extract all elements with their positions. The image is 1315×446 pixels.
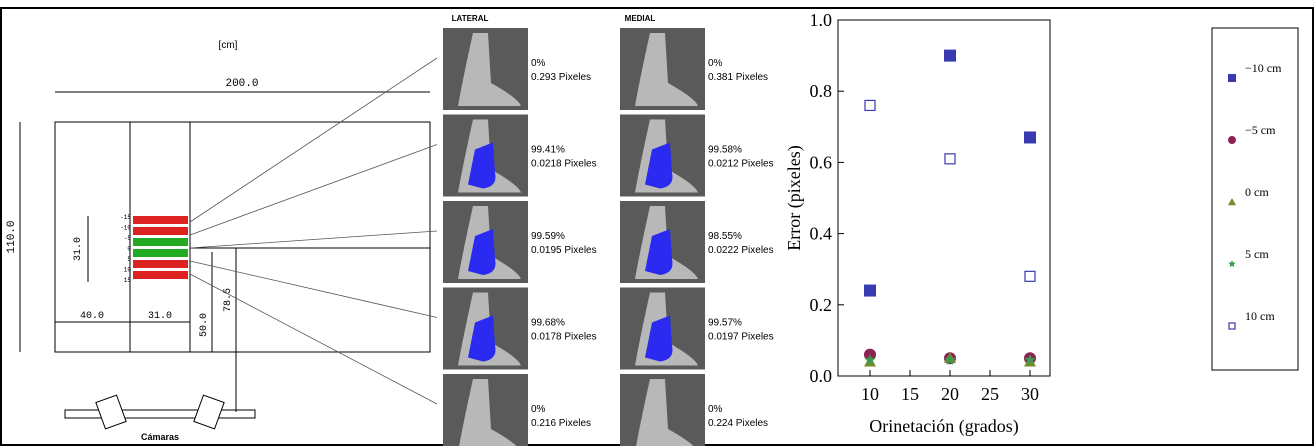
x-tick-label: 15 [901, 384, 919, 404]
figure: [cm] 200.0 110.0 31.0 40.0 31.0 50.0 78.… [0, 0, 1315, 446]
pixels: 0.381 Pixeles [708, 72, 768, 83]
cameras-label: Cámaras [141, 432, 179, 442]
x-tick-label: 25 [981, 384, 999, 404]
dim-label: 110.0 [6, 220, 18, 253]
legend-label: −5 cm [1245, 123, 1276, 137]
percent: 0% [531, 404, 546, 415]
pixels: 0.0195 Pixeles [531, 245, 597, 256]
stripe [133, 249, 188, 257]
percent: 98.55% [708, 231, 742, 242]
camera-bar [65, 410, 255, 418]
legend-marker [1228, 198, 1236, 205]
percent: 99.57% [708, 318, 742, 329]
pixels: 0.293 Pixeles [531, 72, 591, 83]
column-header: MEDIAL [625, 14, 656, 23]
x-tick-label: 10 [861, 384, 879, 404]
pixels: 0.0212 Pixeles [708, 159, 774, 170]
y-tick-label: 0.6 [810, 152, 833, 172]
percent: 99.41% [531, 145, 565, 156]
dim-label: 31.0 [148, 311, 172, 322]
leader-line [190, 274, 437, 404]
point [1024, 131, 1036, 143]
legend-label: 10 cm [1245, 309, 1275, 323]
percent: 0% [708, 404, 723, 415]
y-tick-label: 0.4 [810, 224, 833, 244]
percent: 0% [531, 58, 546, 69]
leader-line [190, 145, 437, 236]
legend-marker [1228, 260, 1236, 267]
point [1025, 271, 1035, 281]
offset-label: 5 [127, 256, 131, 263]
percent: 99.68% [531, 318, 565, 329]
unit: [cm] [219, 40, 238, 51]
percent: 99.59% [531, 231, 565, 242]
point [865, 100, 875, 110]
offset-label: 10 [124, 267, 132, 274]
point [945, 154, 955, 164]
dim-label: 78.5 [223, 288, 234, 312]
offset-label: -15 [120, 214, 131, 221]
y-tick-label: 0.2 [810, 295, 833, 315]
stripe [133, 238, 188, 246]
plot-frame [838, 20, 1050, 376]
room [55, 122, 430, 352]
y-axis-label: Error (pixeles) [784, 145, 805, 250]
offset-label: 15 [124, 277, 132, 284]
offset-label: -10 [120, 225, 131, 232]
percent: 0% [708, 58, 723, 69]
y-tick-label: 0.8 [810, 81, 833, 101]
stripe [133, 216, 188, 224]
dim-label: 50.0 [199, 313, 210, 337]
x-tick-label: 20 [941, 384, 959, 404]
pixels: 0.216 Pixeles [531, 418, 591, 429]
legend-label: 0 cm [1245, 185, 1269, 199]
point [864, 285, 876, 297]
offset-label: -5 [124, 235, 132, 242]
legend-label: −10 cm [1245, 61, 1282, 75]
legend-marker [1228, 74, 1236, 82]
pixels: 0.224 Pixeles [708, 418, 768, 429]
leader-line [190, 231, 437, 248]
legend-marker [1229, 323, 1235, 329]
stripe [133, 271, 188, 279]
stripe [133, 260, 188, 268]
y-tick-label: 1.0 [810, 10, 833, 30]
y-tick-label: 0.0 [810, 366, 833, 386]
legend-marker [1228, 136, 1236, 144]
dim-label: 200.0 [225, 78, 258, 90]
x-tick-label: 30 [1021, 384, 1039, 404]
camera [194, 395, 224, 429]
offset-label: 0 [127, 246, 131, 253]
percent: 99.58% [708, 145, 742, 156]
stripe [133, 227, 188, 235]
pixels: 0.0178 Pixeles [531, 332, 597, 343]
dim-label: 40.0 [80, 311, 104, 322]
pixels: 0.0218 Pixeles [531, 159, 597, 170]
x-axis-label: Orinetación (grados) [869, 416, 1018, 437]
legend-label: 5 cm [1245, 247, 1269, 261]
pixels: 0.0197 Pixeles [708, 332, 774, 343]
column-header: LATERAL [452, 14, 489, 23]
camera [96, 395, 126, 429]
point [944, 50, 956, 62]
pixels: 0.0222 Pixeles [708, 245, 774, 256]
dim-label: 31.0 [73, 237, 84, 261]
